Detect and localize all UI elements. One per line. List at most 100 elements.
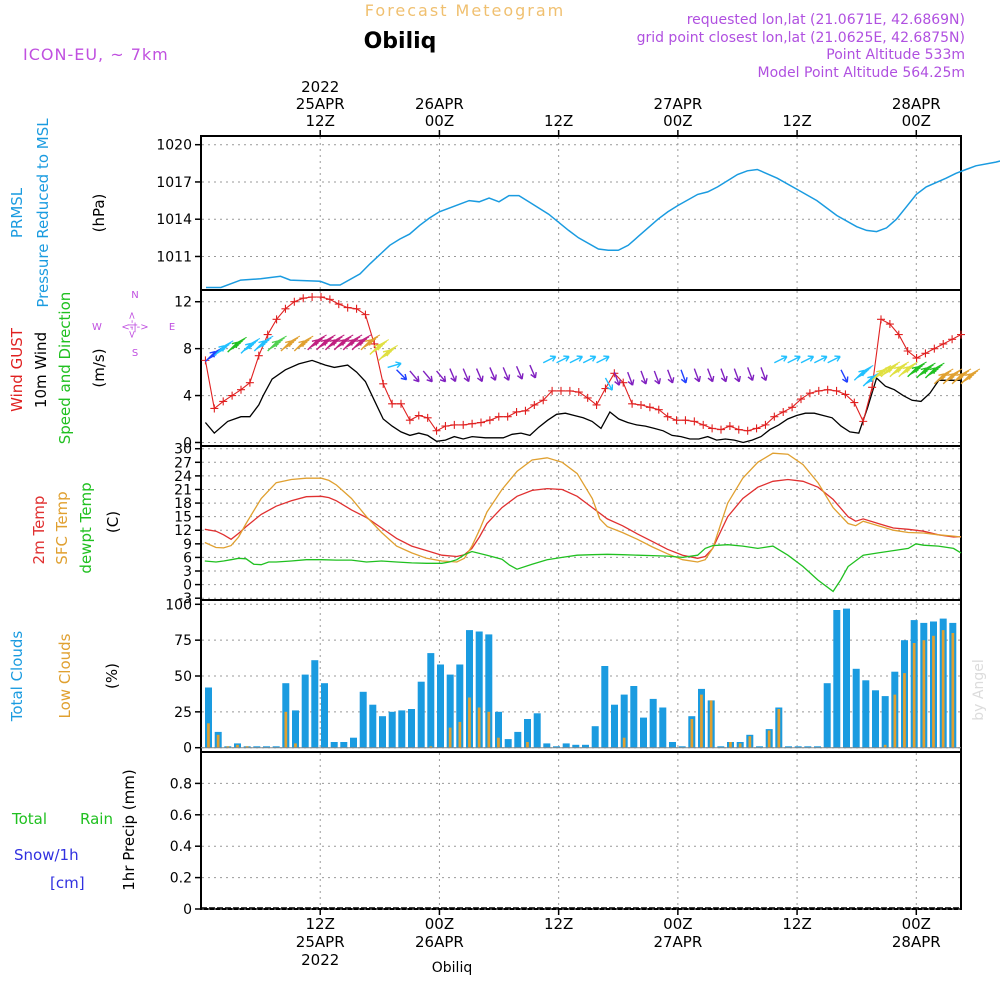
wind-barb-hatch — [938, 374, 948, 381]
wind-barb-hatch — [924, 364, 934, 371]
precip-unit: 1hr Precip (mm) — [120, 769, 138, 890]
total-cloud-bar — [833, 610, 841, 748]
wind-barb-hatch — [926, 362, 936, 369]
wind-barb-hatch — [284, 341, 295, 348]
prmsl-line — [206, 160, 1000, 289]
gust-marker — [281, 304, 290, 313]
gust-marker — [521, 406, 530, 415]
wind-barb-hatch — [931, 366, 941, 373]
y-tick-label: 0.6 — [170, 808, 192, 824]
gust-marker — [245, 378, 254, 387]
wind-barb-hatch — [275, 337, 285, 344]
gust-marker — [405, 416, 414, 425]
y-tick-label: 15 — [174, 510, 192, 526]
footer-station: Obiliq — [432, 960, 472, 976]
low-cloud-bar — [883, 744, 887, 748]
wind-barb-hatch — [902, 367, 912, 374]
wind-barb-hatch — [353, 342, 364, 349]
wind-barb-hatch — [357, 338, 368, 345]
low-cloud-bar — [245, 746, 249, 748]
total-cloud-bar — [427, 653, 435, 748]
y-tick-label: 1017 — [156, 175, 192, 191]
time-label-bottom: 00Z — [425, 915, 454, 933]
gust-marker — [592, 400, 601, 409]
cm-label: [cm] — [50, 874, 85, 892]
total-cloud-bar — [475, 631, 483, 748]
wind-barb-hatch — [380, 352, 391, 359]
dewpt-label: dewpt Temp — [77, 482, 95, 573]
compass-north: N — [131, 290, 138, 301]
gust-marker — [645, 403, 654, 412]
low-cloud-bar — [236, 744, 239, 748]
total-cloud-bar — [814, 746, 821, 748]
gust-marker — [725, 422, 734, 431]
wind-arrow — [707, 368, 715, 383]
low-cloud-bar — [709, 700, 713, 748]
wind-barb-hatch — [946, 374, 957, 381]
gust-marker — [388, 399, 397, 408]
compass-east: E — [169, 322, 175, 333]
wind-arrow — [569, 355, 583, 364]
total-cloud-bar — [582, 744, 589, 748]
wind-arrow — [840, 369, 849, 383]
wind-barb-hatch — [260, 339, 270, 346]
wind-barb-hatch — [329, 340, 339, 347]
wind-barb-hatch — [244, 343, 255, 350]
gust-marker — [228, 391, 237, 400]
wind-barb-hatch — [961, 368, 972, 375]
wind-barb-hatch — [955, 374, 966, 381]
gust-marker — [717, 425, 725, 434]
gust-marker — [477, 418, 485, 427]
wind-barb-hatch — [897, 363, 908, 370]
y-tick-label: 12 — [174, 295, 192, 311]
time-label-top: 12Z — [544, 112, 573, 130]
total-cloud-bar — [369, 704, 377, 748]
gust-marker — [263, 330, 272, 339]
wind-barb-hatch — [382, 350, 392, 357]
wind-arrow — [436, 370, 447, 383]
wind-barb-hatch — [884, 367, 895, 374]
total-label: Total — [11, 810, 47, 828]
time-label-bottom: 12Z — [306, 915, 335, 933]
wind-barb-hatch — [858, 370, 868, 377]
wind-barb-hatch — [309, 342, 319, 349]
low-cloud-bar — [767, 730, 771, 748]
wind-barb-hatch — [943, 368, 954, 375]
prmsl-label: PRMSL — [8, 187, 26, 238]
total-cloud-bar — [417, 681, 425, 748]
product-title: Forecast Meteogram — [365, 1, 565, 20]
wind-arrow — [733, 368, 741, 383]
station-title: Obiliq — [364, 29, 437, 54]
total-cloud-bar — [446, 674, 454, 748]
wind-barb-hatch — [346, 340, 357, 347]
total-cloud-bar — [466, 630, 473, 748]
y-tick-label: 0 — [183, 578, 192, 594]
gust-marker — [565, 386, 574, 395]
total-cloud-bar — [669, 742, 676, 748]
snow-label: Snow/1h — [14, 846, 79, 864]
wind-barb-hatch — [913, 365, 923, 372]
wind-barb-hatch — [262, 337, 272, 344]
gust-marker — [468, 419, 477, 428]
point-altitude: Point Altitude 533m — [826, 47, 965, 63]
wind-barb-hatch — [340, 338, 350, 345]
wind-barb-hatch — [915, 363, 925, 370]
wind-barb-hatch — [922, 366, 932, 373]
wind-arrow — [827, 355, 841, 364]
wind-barb-hatch — [957, 372, 968, 379]
low-cloud-bar — [932, 635, 935, 748]
wind-arrow — [529, 364, 537, 379]
time-label-top: 00Z — [902, 112, 931, 130]
time-label-bottom: 12Z — [544, 915, 573, 933]
total-cloud-bar — [379, 716, 386, 748]
wind-barb-hatch — [886, 365, 897, 372]
wind-barb-hatch — [222, 342, 232, 349]
y-tick-label: 8 — [183, 342, 192, 358]
wind-barb-hatch — [311, 340, 321, 347]
wind-barb-hatch — [263, 335, 274, 342]
wind-barb-hatch — [298, 341, 308, 348]
wind-arrow — [449, 368, 457, 383]
total-cloud-bar — [272, 746, 280, 748]
total-cloud-bar — [388, 711, 396, 748]
low-cloud-bar — [477, 707, 481, 748]
